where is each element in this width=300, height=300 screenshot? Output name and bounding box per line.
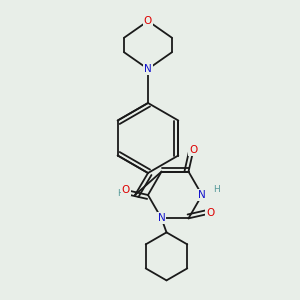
Text: O: O xyxy=(206,208,214,218)
Text: O: O xyxy=(144,16,152,26)
Text: N: N xyxy=(144,64,152,74)
Text: N: N xyxy=(158,213,165,224)
Text: H: H xyxy=(118,188,124,197)
Text: O: O xyxy=(189,145,198,154)
Text: H: H xyxy=(213,185,219,194)
Text: O: O xyxy=(122,185,130,195)
Text: N: N xyxy=(198,190,206,200)
